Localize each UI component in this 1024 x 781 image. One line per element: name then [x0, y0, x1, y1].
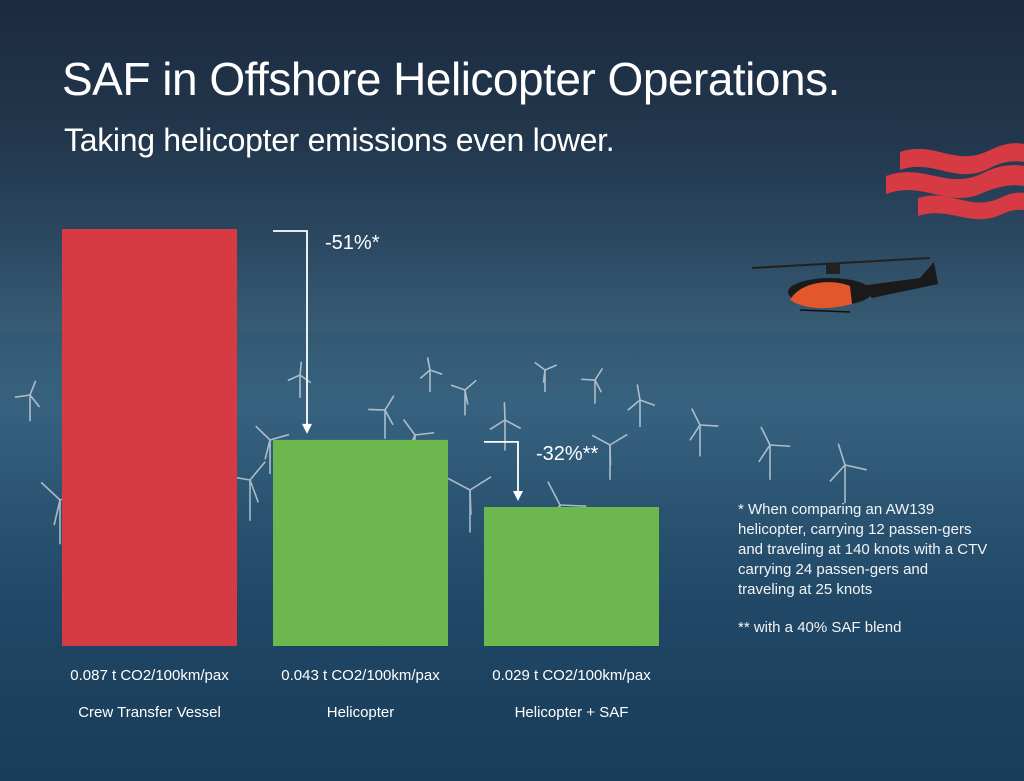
footnote-saf-blend: ** with a 40% SAF blend: [738, 619, 902, 636]
reduction-label-1: -32%**: [536, 443, 598, 465]
reduction-label-0: -51%*: [325, 232, 380, 254]
footnotes: * When comparing an AW139 helicopter, ca…: [738, 500, 988, 656]
category-label-1: Helicopter: [327, 704, 395, 721]
bar-1: [273, 439, 448, 646]
footnote-aw139-comparison: * When comparing an AW139 helicopter, ca…: [738, 501, 988, 598]
page-subtitle: Taking helicopter emissions even lower.: [64, 122, 615, 158]
page-title: SAF in Offshore Helicopter Operations.: [62, 53, 840, 105]
bar-0: [62, 229, 237, 646]
value-label-2: 0.029 t CO2/100km/pax: [492, 667, 651, 684]
bar-2: [484, 507, 659, 646]
category-label-0: Crew Transfer Vessel: [78, 704, 221, 721]
category-label-2: Helicopter + SAF: [515, 704, 629, 721]
value-label-0: 0.087 t CO2/100km/pax: [70, 667, 229, 684]
brand-waves-logo: [886, 143, 1024, 220]
value-label-1: 0.043 t CO2/100km/pax: [281, 667, 440, 684]
reduction-arrow-1: [484, 440, 523, 501]
helicopter-image: [751, 257, 938, 313]
reduction-arrow-0: [273, 230, 312, 434]
